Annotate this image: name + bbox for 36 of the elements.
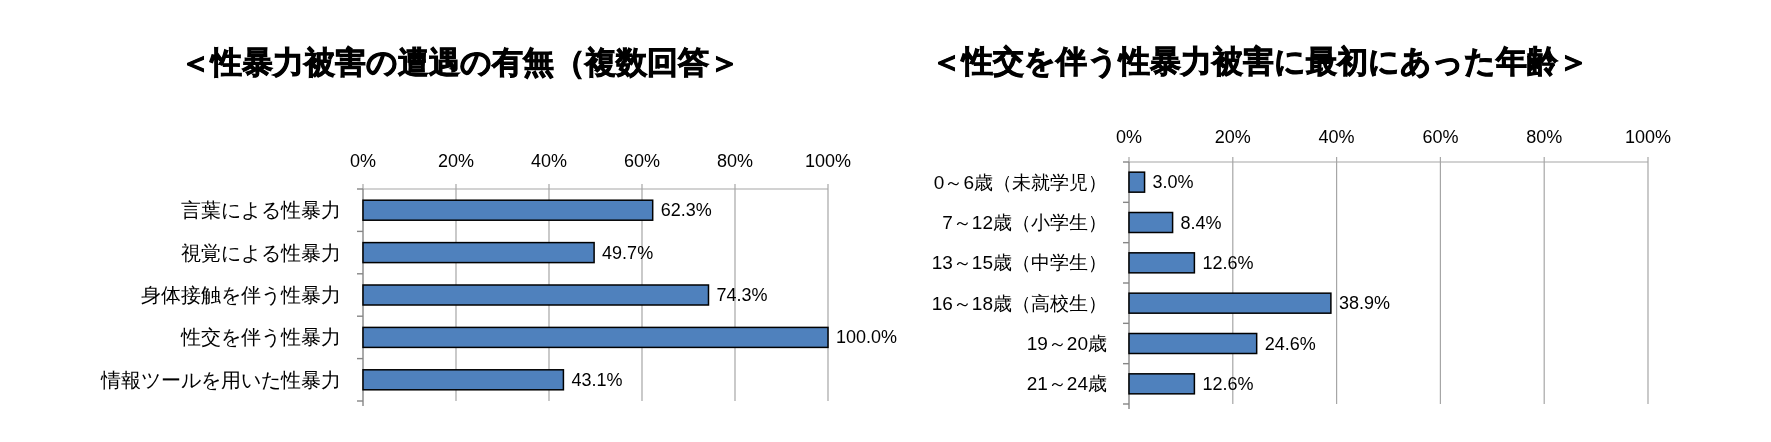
data-label: 12.6% — [1202, 252, 1254, 273]
data-label: 24.6% — [1264, 333, 1316, 354]
title: ＜性交を伴う性暴力被害に最初にあった年齢＞ — [931, 43, 1589, 79]
data-label: 62.3% — [660, 200, 712, 221]
data-label: 38.9% — [1338, 293, 1390, 314]
x-tick-label: 40% — [531, 151, 567, 171]
data-label: 8.4% — [1180, 212, 1222, 233]
data-label: 12.6% — [1202, 373, 1254, 394]
category-label: 身体接触を伴う性暴力 — [141, 284, 341, 306]
category-label: 21～24歳 — [1026, 373, 1107, 395]
category-label: 性交を伴う性暴力 — [181, 326, 341, 349]
category-label: 7～12歳（小学生） — [942, 212, 1107, 233]
category-label: 情報ツールを用いた性暴力 — [101, 368, 341, 391]
category-label: 16～18歳（高校生） — [931, 292, 1107, 314]
title: ＜性暴力被害の遭遇の有無（複数回答＞ — [180, 44, 740, 80]
x-tick-label: 60% — [624, 151, 660, 171]
x-tick-label: 100% — [1625, 127, 1671, 147]
data-label: 3.0% — [1152, 172, 1194, 193]
x-tick-label: 20% — [1214, 127, 1251, 147]
x-tick-label: 40% — [1318, 127, 1355, 147]
data-label: 74.3% — [716, 285, 768, 305]
x-tick-label: 60% — [1422, 127, 1459, 147]
category-label: 言葉による性暴力 — [181, 199, 341, 222]
x-tick-label: 0% — [1116, 127, 1142, 147]
data-label: 100.0% — [836, 327, 898, 348]
category-label: 視覚による性暴力 — [181, 241, 341, 264]
x-tick-label: 20% — [438, 151, 474, 171]
x-tick-label: 80% — [717, 151, 753, 171]
x-tick-label: 100% — [805, 151, 851, 171]
category-label: 0～6歳（未就学児） — [933, 171, 1107, 193]
data-label: 49.7% — [602, 242, 654, 263]
category-label: 13～15歳（中学生） — [931, 252, 1107, 274]
data-label: 43.1% — [571, 369, 623, 390]
x-tick-label: 0% — [350, 151, 376, 171]
category-label: 19～20歳 — [1026, 333, 1107, 354]
x-tick-label: 80% — [1526, 127, 1563, 147]
